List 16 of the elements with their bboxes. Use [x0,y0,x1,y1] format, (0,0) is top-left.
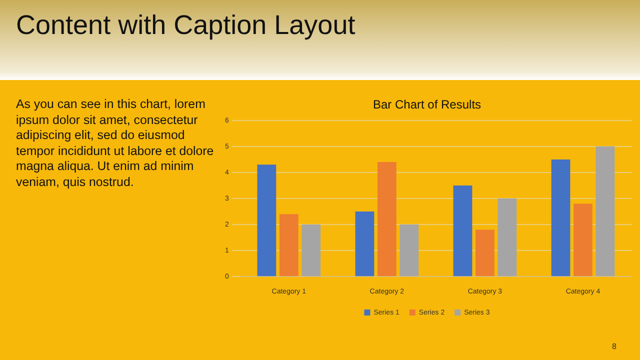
bar [453,185,472,276]
bar [551,159,570,276]
bar [377,162,396,276]
bar [257,164,276,276]
bar [302,224,321,276]
bar [476,230,494,276]
bar [574,204,592,276]
bar [355,212,374,276]
chart-title: Content with Caption Layout [16,10,356,41]
bar [400,224,419,276]
bar [279,214,298,276]
bar [498,198,517,276]
bar [596,146,615,276]
chart-subtitle: Bar Chart of Results [372,98,482,112]
text: As you can see in this chart, lorem ipsum dolor sit amet, consectetur adipiscing elit, sed do eiusmod tempor incididunt ut labore et dolore magna aliqua. Ut enim ad minim veniam, quis nostrud. [16,97,215,190]
text: 8 [612,342,616,351]
